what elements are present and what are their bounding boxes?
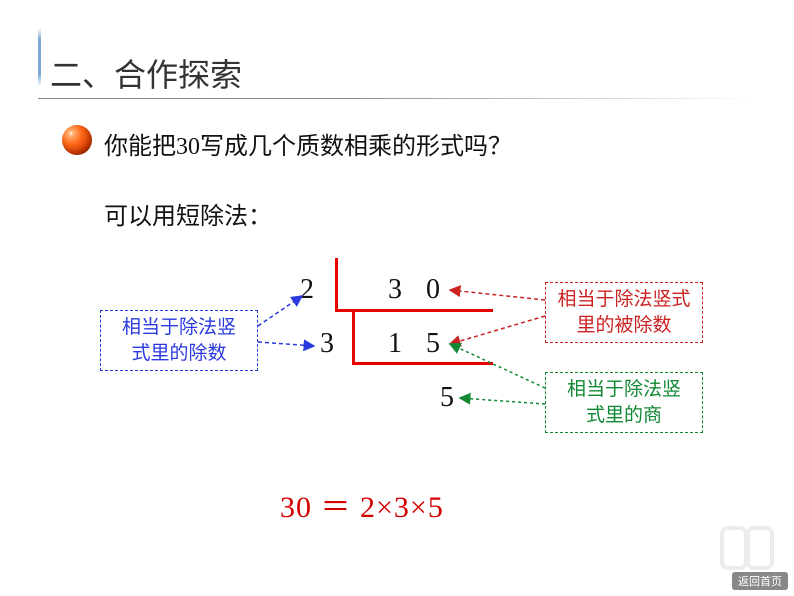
annotation-dividend: 相当于除法竖式 里的被除数 [545, 282, 703, 343]
division-vline-1 [335, 258, 338, 311]
annotation-quotient: 相当于除法竖 式里的商 [545, 372, 703, 433]
annotation-line: 相当于除法竖 [567, 379, 681, 400]
annotation-line: 相当于除法竖式 [557, 289, 690, 310]
dividend-2-digit-1: 1 [388, 328, 402, 360]
result-equation: 30 ＝ 2×3×5 [280, 482, 444, 526]
annotation-divisor: 相当于除法竖 式里的除数 [100, 310, 258, 371]
annotation-line: 里的被除数 [576, 315, 671, 336]
quotient: 5 [440, 382, 454, 414]
title-accent-bar [38, 28, 41, 86]
dividend-1-digit-2: 0 [426, 274, 440, 306]
annotation-line: 式里的商 [586, 405, 662, 426]
bullet-sphere-icon [62, 125, 92, 155]
division-vline-2 [352, 311, 355, 364]
short-division-diagram: 2 3 0 3 1 5 5 [290, 256, 490, 416]
hint-text: 可以用短除法： [104, 196, 272, 231]
annotation-line: 式里的除数 [131, 343, 226, 364]
question-text: 你能把30写成几个质数相乘的形式吗？ [104, 126, 512, 161]
dividend-1-digit-1: 3 [388, 274, 402, 306]
dividend-2-digit-2: 5 [426, 328, 440, 360]
section-title: 二、合作探索 [50, 50, 242, 96]
divisor-2: 3 [320, 328, 334, 360]
return-home-button[interactable]: 返回首页 [732, 572, 788, 590]
watermark-icon [714, 518, 784, 578]
division-hline-2 [352, 362, 493, 365]
annotation-line: 相当于除法竖 [122, 317, 236, 338]
title-underline [38, 98, 758, 99]
divisor-1: 2 [300, 274, 314, 306]
division-hline-1 [335, 309, 493, 312]
